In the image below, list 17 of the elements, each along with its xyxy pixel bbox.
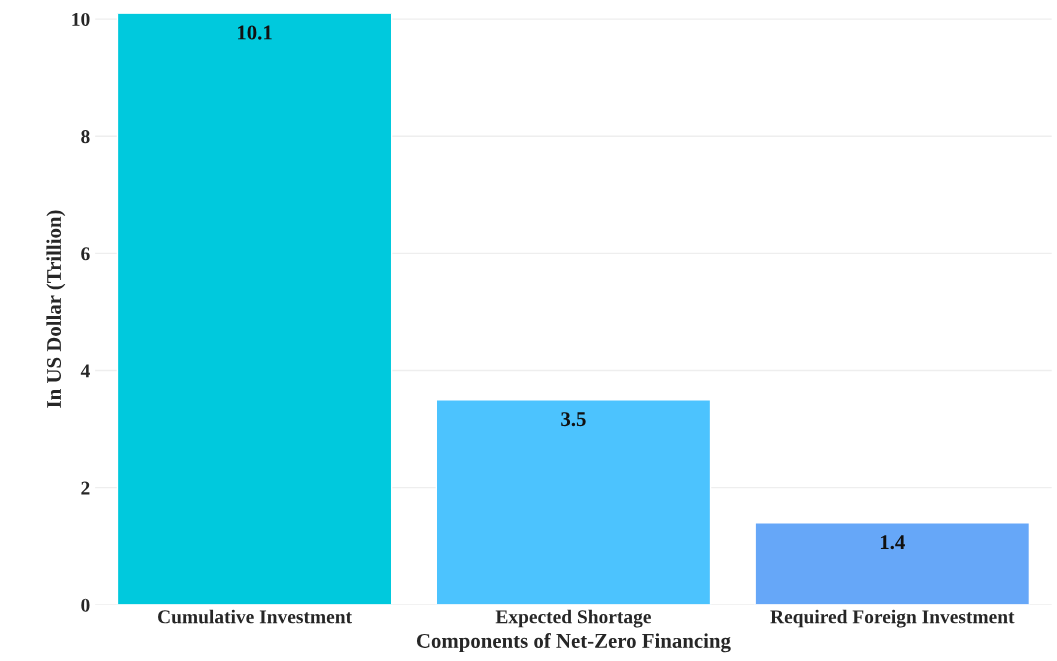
- bar: [754, 522, 1031, 605]
- y-tick-label: 2: [81, 481, 90, 495]
- x-axis-title: Components of Net-Zero Financing: [416, 633, 731, 653]
- y-tick-label: 6: [81, 247, 90, 261]
- y-tick-label: 10: [72, 12, 90, 27]
- y-tick-label: 4: [80, 364, 90, 378]
- bar: [116, 13, 393, 605]
- x-tick-label: Required Foreign Investment: [770, 609, 1015, 628]
- y-axis-title: In US Dollar (Trillion): [46, 210, 66, 408]
- x-tick-label: Expected Shortage: [495, 609, 651, 628]
- y-tick-label: 0: [81, 598, 90, 612]
- bar: [435, 399, 712, 605]
- data-label: 1.4: [880, 535, 905, 550]
- data-label: 10.1: [238, 25, 272, 40]
- y-tick-label: 8: [81, 130, 90, 144]
- x-tick-label: Cumulative Investment: [158, 609, 352, 624]
- data-label: 3.5: [561, 412, 586, 427]
